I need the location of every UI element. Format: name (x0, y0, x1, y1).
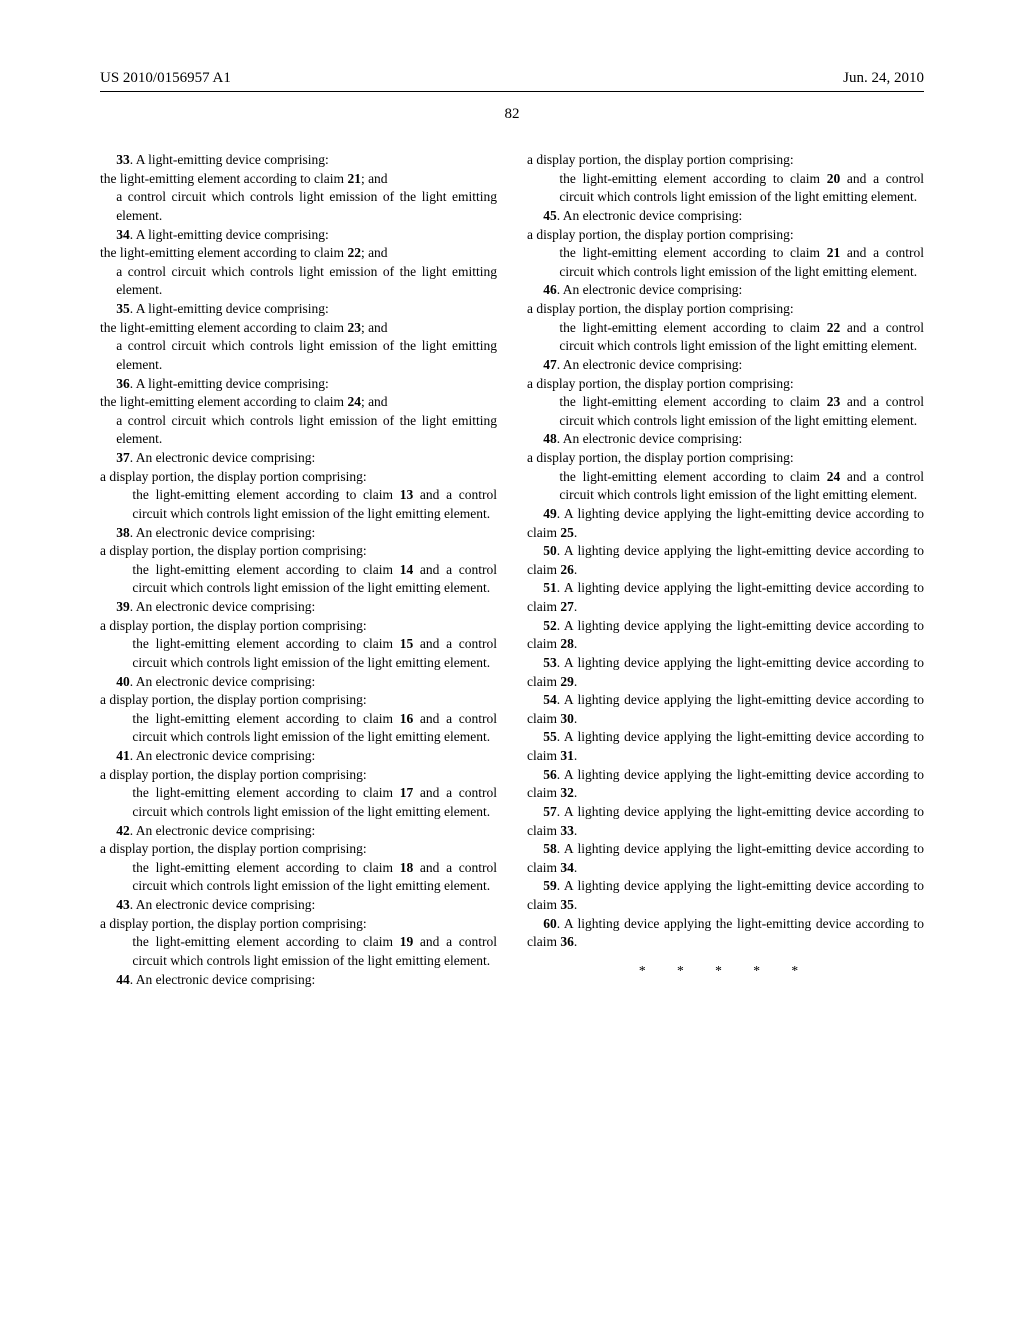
claims-columns: 33. A light-emitting device comprising:t… (100, 151, 924, 989)
claim-lead: 33. A light-emitting device comprising: (100, 151, 497, 170)
publication-number: US 2010/0156957 A1 (100, 70, 231, 87)
claim: 58. A lighting device applying the light… (527, 840, 924, 877)
claim-lead: 36. A light-emitting device comprising: (100, 375, 497, 394)
claim-lead: 48. An electronic device comprising: (527, 430, 924, 449)
claim-line: the light-emitting element according to … (100, 710, 497, 747)
claim-line: a display portion, the display portion c… (527, 300, 924, 319)
claim-lead: 41. An electronic device comprising: (100, 747, 497, 766)
claim-line: the light-emitting element according to … (527, 468, 924, 505)
claim-line: a control circuit which controls light e… (100, 337, 497, 374)
claim-line: a display portion, the display portion c… (100, 766, 497, 785)
claim: 50. A lighting device applying the light… (527, 542, 924, 579)
claim-line: the light-emitting element according to … (100, 393, 497, 412)
claim: 59. A lighting device applying the light… (527, 877, 924, 914)
claim-lead: 44. An electronic device comprising: (100, 971, 497, 990)
claim-line: a display portion, the display portion c… (100, 542, 497, 561)
claim: 49. A lighting device applying the light… (527, 505, 924, 542)
claim-line: the light-emitting element according to … (100, 319, 497, 338)
claim-line: the light-emitting element according to … (527, 244, 924, 281)
claim-lead: 40. An electronic device comprising: (100, 673, 497, 692)
claim-line: a display portion, the display portion c… (100, 468, 497, 487)
claim-lead: 39. An electronic device comprising: (100, 598, 497, 617)
claim-line: a control circuit which controls light e… (100, 412, 497, 449)
claim-lead: 47. An electronic device comprising: (527, 356, 924, 375)
claim: 55. A lighting device applying the light… (527, 728, 924, 765)
claim-line: a display portion, the display portion c… (527, 151, 924, 170)
claim: 56. A lighting device applying the light… (527, 766, 924, 803)
claim-line: a display portion, the display portion c… (527, 375, 924, 394)
claim: 54. A lighting device applying the light… (527, 691, 924, 728)
claim-lead: 34. A light-emitting device comprising: (100, 226, 497, 245)
claim-line: a display portion, the display portion c… (100, 691, 497, 710)
patent-page: US 2010/0156957 A1 Jun. 24, 2010 82 33. … (0, 0, 1024, 1320)
claim-line: a display portion, the display portion c… (100, 915, 497, 934)
claim-lead: 35. A light-emitting device comprising: (100, 300, 497, 319)
page-header: US 2010/0156957 A1 Jun. 24, 2010 (100, 70, 924, 87)
publication-date: Jun. 24, 2010 (843, 70, 924, 87)
claim-line: a control circuit which controls light e… (100, 263, 497, 300)
claim: 57. A lighting device applying the light… (527, 803, 924, 840)
claim-line: a display portion, the display portion c… (100, 617, 497, 636)
claim-line: the light-emitting element according to … (527, 170, 924, 207)
page-number: 82 (100, 106, 924, 123)
claim: 52. A lighting device applying the light… (527, 617, 924, 654)
claim-line: the light-emitting element according to … (100, 933, 497, 970)
claim-line: the light-emitting element according to … (100, 244, 497, 263)
claim-line: the light-emitting element according to … (100, 170, 497, 189)
claim-line: a display portion, the display portion c… (100, 840, 497, 859)
claim-line: a control circuit which controls light e… (100, 188, 497, 225)
claim-lead: 37. An electronic device comprising: (100, 449, 497, 468)
claim-line: the light-emitting element according to … (100, 561, 497, 598)
claim: 60. A lighting device applying the light… (527, 915, 924, 952)
claim-line: the light-emitting element according to … (527, 319, 924, 356)
header-divider (100, 91, 924, 92)
claim-lead: 45. An electronic device comprising: (527, 207, 924, 226)
claim: 51. A lighting device applying the light… (527, 579, 924, 616)
claim-line: the light-emitting element according to … (100, 859, 497, 896)
claim-line: a display portion, the display portion c… (527, 449, 924, 468)
claim-lead: 42. An electronic device comprising: (100, 822, 497, 841)
claim-line: the light-emitting element according to … (100, 486, 497, 523)
claim-line: a display portion, the display portion c… (527, 226, 924, 245)
claim: 53. A lighting device applying the light… (527, 654, 924, 691)
claim-lead: 38. An electronic device comprising: (100, 524, 497, 543)
claim-lead: 46. An electronic device comprising: (527, 281, 924, 300)
end-marks: * * * * * (527, 962, 924, 981)
claim-line: the light-emitting element according to … (100, 635, 497, 672)
claim-lead: 43. An electronic device comprising: (100, 896, 497, 915)
claim-line: the light-emitting element according to … (527, 393, 924, 430)
claim-line: the light-emitting element according to … (100, 784, 497, 821)
